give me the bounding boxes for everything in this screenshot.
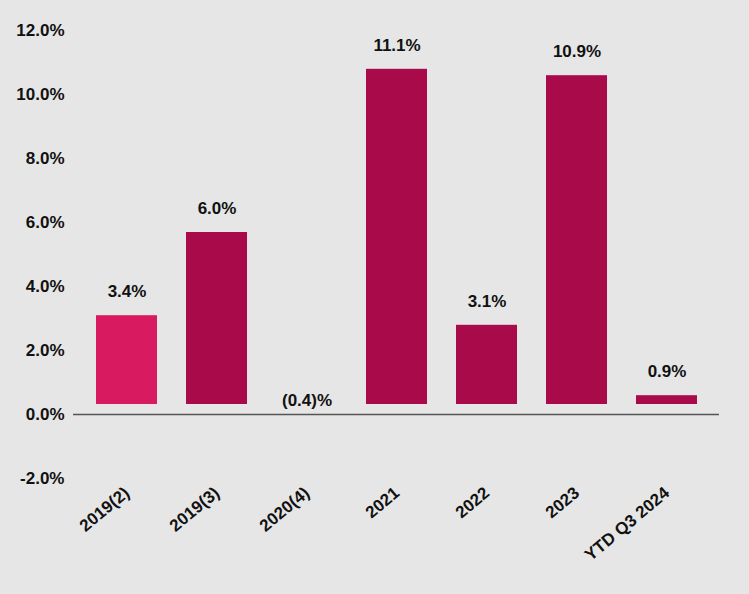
svg-text:0.9%: 0.9% [648, 362, 687, 381]
svg-text:0.0%: 0.0% [26, 405, 65, 424]
svg-text:-2.0%: -2.0% [20, 469, 64, 488]
svg-text:10.9%: 10.9% [553, 42, 601, 61]
svg-text:6.0%: 6.0% [198, 199, 237, 218]
svg-text:6.0%: 6.0% [26, 213, 65, 232]
svg-text:2022: 2022 [452, 483, 493, 522]
svg-text:3.4%: 3.4% [108, 282, 147, 301]
svg-text:2023: 2023 [542, 483, 583, 522]
svg-text:8.0%: 8.0% [26, 149, 65, 168]
svg-text:4.0%: 4.0% [26, 277, 65, 296]
svg-text:(0.4)%: (0.4)% [282, 391, 332, 410]
svg-text:YTD Q3 2024: YTD Q3 2024 [581, 483, 673, 565]
svg-text:2020(4): 2020(4) [256, 483, 313, 535]
svg-text:3.1%: 3.1% [468, 292, 507, 311]
svg-text:2.0%: 2.0% [26, 341, 65, 360]
svg-text:2019(2): 2019(2) [76, 483, 133, 535]
svg-text:11.1%: 11.1% [373, 36, 420, 55]
svg-text:10.0%: 10.0% [16, 85, 64, 104]
svg-text:2019(3): 2019(3) [166, 483, 223, 535]
svg-text:2021: 2021 [362, 483, 403, 522]
svg-text:12.0%: 12.0% [16, 21, 64, 40]
